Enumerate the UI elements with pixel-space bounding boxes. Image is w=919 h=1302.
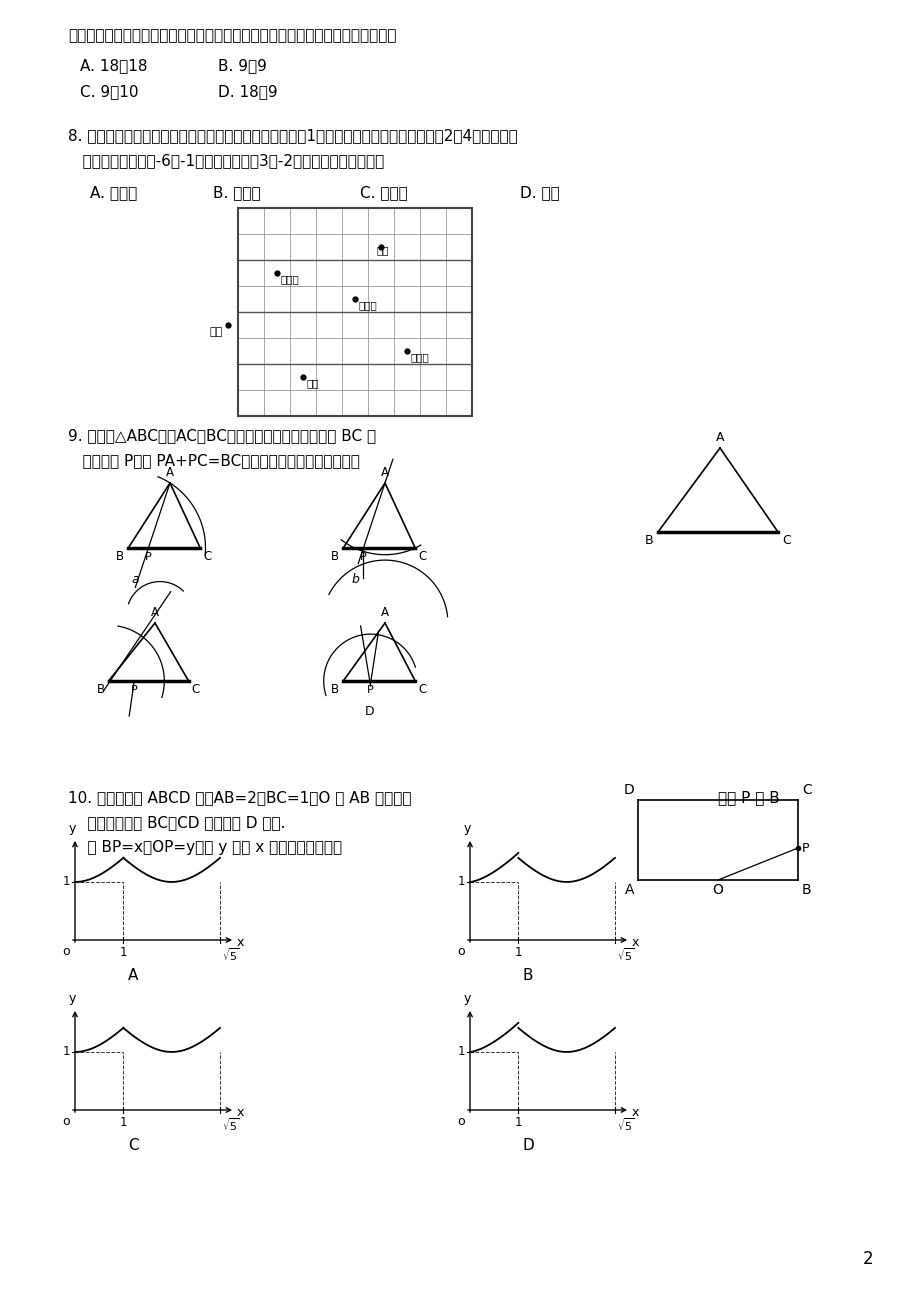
- Text: B. 9，9: B. 9，9: [218, 59, 267, 73]
- Text: 教学楼: 教学楼: [358, 299, 378, 310]
- Text: x: x: [631, 936, 639, 948]
- Text: y: y: [68, 992, 75, 1005]
- Text: A: A: [380, 605, 389, 618]
- Text: 实验楼: 实验楼: [280, 273, 300, 284]
- Text: 1: 1: [514, 1116, 521, 1129]
- Text: 图书馆: 图书馆: [411, 352, 429, 362]
- Text: A: A: [715, 431, 723, 444]
- Text: b: b: [351, 573, 358, 586]
- Text: 1: 1: [514, 947, 521, 960]
- Text: P: P: [130, 685, 138, 695]
- Text: 确定一点 P，使 PA+PC=BC，那么符合要求的作图痕迹是: 确定一点 P，使 PA+PC=BC，那么符合要求的作图痕迹是: [68, 453, 359, 467]
- Text: 校门: 校门: [376, 245, 389, 255]
- Text: 1: 1: [119, 1116, 127, 1129]
- Text: 1: 1: [62, 1046, 70, 1059]
- Text: C: C: [781, 534, 790, 547]
- Text: C. 9，10: C. 9，10: [80, 85, 139, 99]
- Text: a: a: [131, 573, 139, 586]
- Text: A. 图书馆: A. 图书馆: [90, 185, 137, 201]
- Text: P: P: [801, 841, 809, 854]
- Text: $\sqrt{5}$: $\sqrt{5}$: [221, 947, 240, 962]
- Text: 9. 如图，△ABC中，AC＜BC，如果用尺规作图的方法在 BC 上: 9. 如图，△ABC中，AC＜BC，如果用尺规作图的方法在 BC 上: [68, 428, 376, 443]
- Text: o: o: [62, 945, 70, 958]
- Text: 2: 2: [862, 1250, 872, 1268]
- Text: B: B: [801, 883, 811, 897]
- Text: 动点 P 从 B: 动点 P 从 B: [717, 790, 779, 805]
- Text: P: P: [367, 685, 373, 695]
- Text: x: x: [631, 1105, 639, 1118]
- Text: 设 BP=x，OP=y，则 y 关于 x 的函数图象大致为: 设 BP=x，OP=y，则 y 关于 x 的函数图象大致为: [68, 840, 342, 855]
- Text: C: C: [418, 549, 426, 562]
- Text: C: C: [418, 684, 426, 697]
- Text: B: B: [331, 549, 339, 562]
- Text: o: o: [457, 1115, 464, 1128]
- Text: $\sqrt{5}$: $\sqrt{5}$: [221, 1116, 240, 1133]
- Text: $\sqrt{5}$: $\sqrt{5}$: [617, 1116, 634, 1133]
- Text: 食堂: 食堂: [307, 378, 319, 388]
- Text: B: B: [522, 967, 533, 983]
- Text: 1: 1: [62, 875, 70, 888]
- Text: C: C: [191, 684, 199, 697]
- Text: C: C: [801, 783, 811, 797]
- Text: 点开始沿着边 BC、CD 运动到点 D 结束.: 点开始沿着边 BC、CD 运动到点 D 结束.: [68, 815, 285, 829]
- Text: D. 18，9: D. 18，9: [218, 85, 278, 99]
- Text: 1: 1: [457, 1046, 464, 1059]
- Text: C. 实验楼: C. 实验楼: [359, 185, 407, 201]
- Text: D: D: [365, 704, 374, 717]
- Text: D: D: [622, 783, 633, 797]
- Text: O: O: [712, 883, 722, 897]
- Text: y: y: [463, 822, 471, 835]
- Text: 制了如图所示的折线统计图，则在体育锻炼时间这组数据中，众数和中位数分别是: 制了如图所示的折线统计图，则在体育锻炼时间这组数据中，众数和中位数分别是: [68, 29, 396, 43]
- Text: P: P: [145, 552, 152, 562]
- Text: o: o: [457, 945, 464, 958]
- Text: o: o: [62, 1115, 70, 1128]
- Text: B: B: [96, 684, 105, 697]
- Text: 8. 下图是某中学的平面示意图，每个正方形格子的边长为1，如果校门所在位置的坐标为（2，4），小明所: 8. 下图是某中学的平面示意图，每个正方形格子的边长为1，如果校门所在位置的坐标…: [68, 128, 517, 143]
- Text: $\sqrt{5}$: $\sqrt{5}$: [617, 947, 634, 962]
- Text: x: x: [237, 1105, 244, 1118]
- Text: A: A: [151, 605, 159, 618]
- Text: B: B: [331, 684, 339, 697]
- Text: D. 食堂: D. 食堂: [519, 185, 559, 201]
- Text: A: A: [128, 967, 138, 983]
- Text: 1: 1: [119, 947, 127, 960]
- Text: 1: 1: [457, 875, 464, 888]
- Text: 在位置的坐标为（-6，-1），那么坐标（3，-2）在示意图中表示的是: 在位置的坐标为（-6，-1），那么坐标（3，-2）在示意图中表示的是: [68, 154, 384, 168]
- Text: B: B: [643, 534, 652, 547]
- Bar: [238, 208, 471, 417]
- Text: C: C: [128, 1138, 138, 1154]
- Text: A: A: [624, 883, 633, 897]
- Text: x: x: [237, 936, 244, 948]
- Text: y: y: [68, 822, 75, 835]
- Text: y: y: [463, 992, 471, 1005]
- Text: B. 教学楼: B. 教学楼: [213, 185, 260, 201]
- Text: A: A: [380, 466, 389, 479]
- Text: P: P: [359, 552, 367, 562]
- Text: A. 18，18: A. 18，18: [80, 59, 147, 73]
- Text: B: B: [116, 549, 124, 562]
- Text: C: C: [203, 549, 211, 562]
- Text: 小明: 小明: [210, 327, 222, 337]
- Text: D: D: [522, 1138, 533, 1154]
- Text: A: A: [165, 466, 174, 479]
- Text: 10. 如图，矩形 ABCD 中，AB=2，BC=1，O 是 AB 的中点，: 10. 如图，矩形 ABCD 中，AB=2，BC=1，O 是 AB 的中点，: [68, 790, 411, 805]
